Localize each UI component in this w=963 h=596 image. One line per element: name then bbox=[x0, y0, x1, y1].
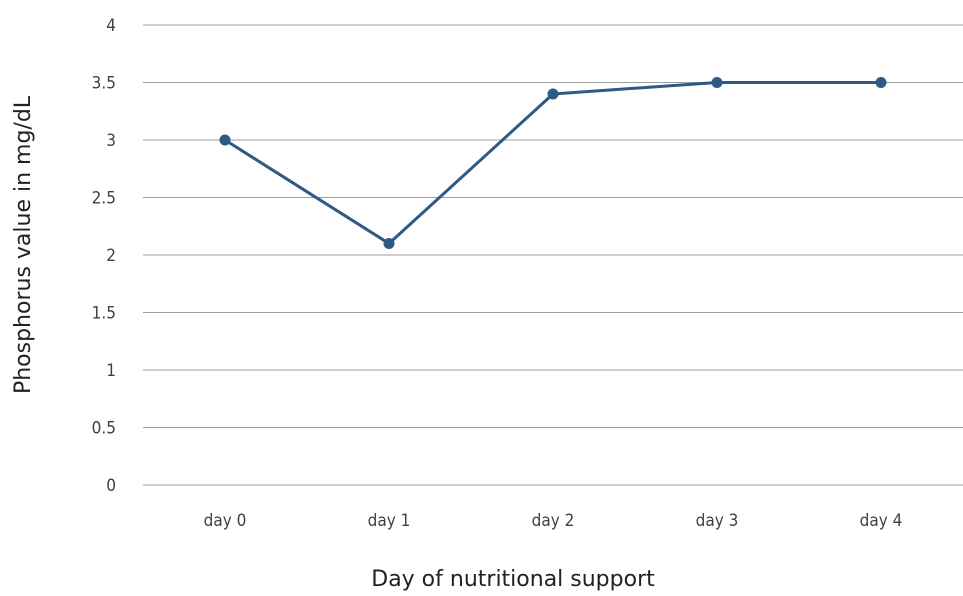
y-axis-title: Phosphorus value in mg/dL bbox=[11, 95, 36, 394]
y-tick-label: 1 bbox=[106, 361, 116, 381]
x-tick-label: day 0 bbox=[204, 511, 247, 531]
y-axis-ticks: 0 0.5 1 1.5 2 2.5 3 3.5 4 bbox=[92, 16, 116, 496]
y-tick-label: 3 bbox=[106, 131, 116, 151]
y-tick-label: 0.5 bbox=[92, 419, 116, 439]
x-axis-title: Day of nutritional support bbox=[371, 567, 655, 592]
x-tick-label: day 2 bbox=[532, 511, 575, 531]
y-tick-label: 4 bbox=[106, 16, 116, 36]
y-tick-label: 3.5 bbox=[92, 74, 116, 94]
x-tick-label: day 1 bbox=[368, 511, 411, 531]
y-tick-label: 2 bbox=[106, 246, 116, 266]
data-point bbox=[875, 77, 887, 88]
y-tick-label: 2.5 bbox=[92, 189, 116, 209]
data-point bbox=[547, 88, 559, 100]
series-line bbox=[224, 81, 881, 245]
gridlines bbox=[143, 24, 963, 486]
data-point bbox=[711, 77, 723, 88]
x-axis-ticks: day 0 day 1 day 2 day 3 day 4 bbox=[204, 511, 903, 531]
data-point bbox=[219, 134, 231, 146]
data-point bbox=[383, 238, 395, 249]
x-tick-label: day 4 bbox=[860, 511, 903, 531]
y-tick-label: 0 bbox=[106, 476, 116, 496]
series-group bbox=[219, 77, 887, 249]
y-tick-label: 1.5 bbox=[92, 304, 116, 324]
x-tick-label: day 3 bbox=[696, 511, 739, 531]
